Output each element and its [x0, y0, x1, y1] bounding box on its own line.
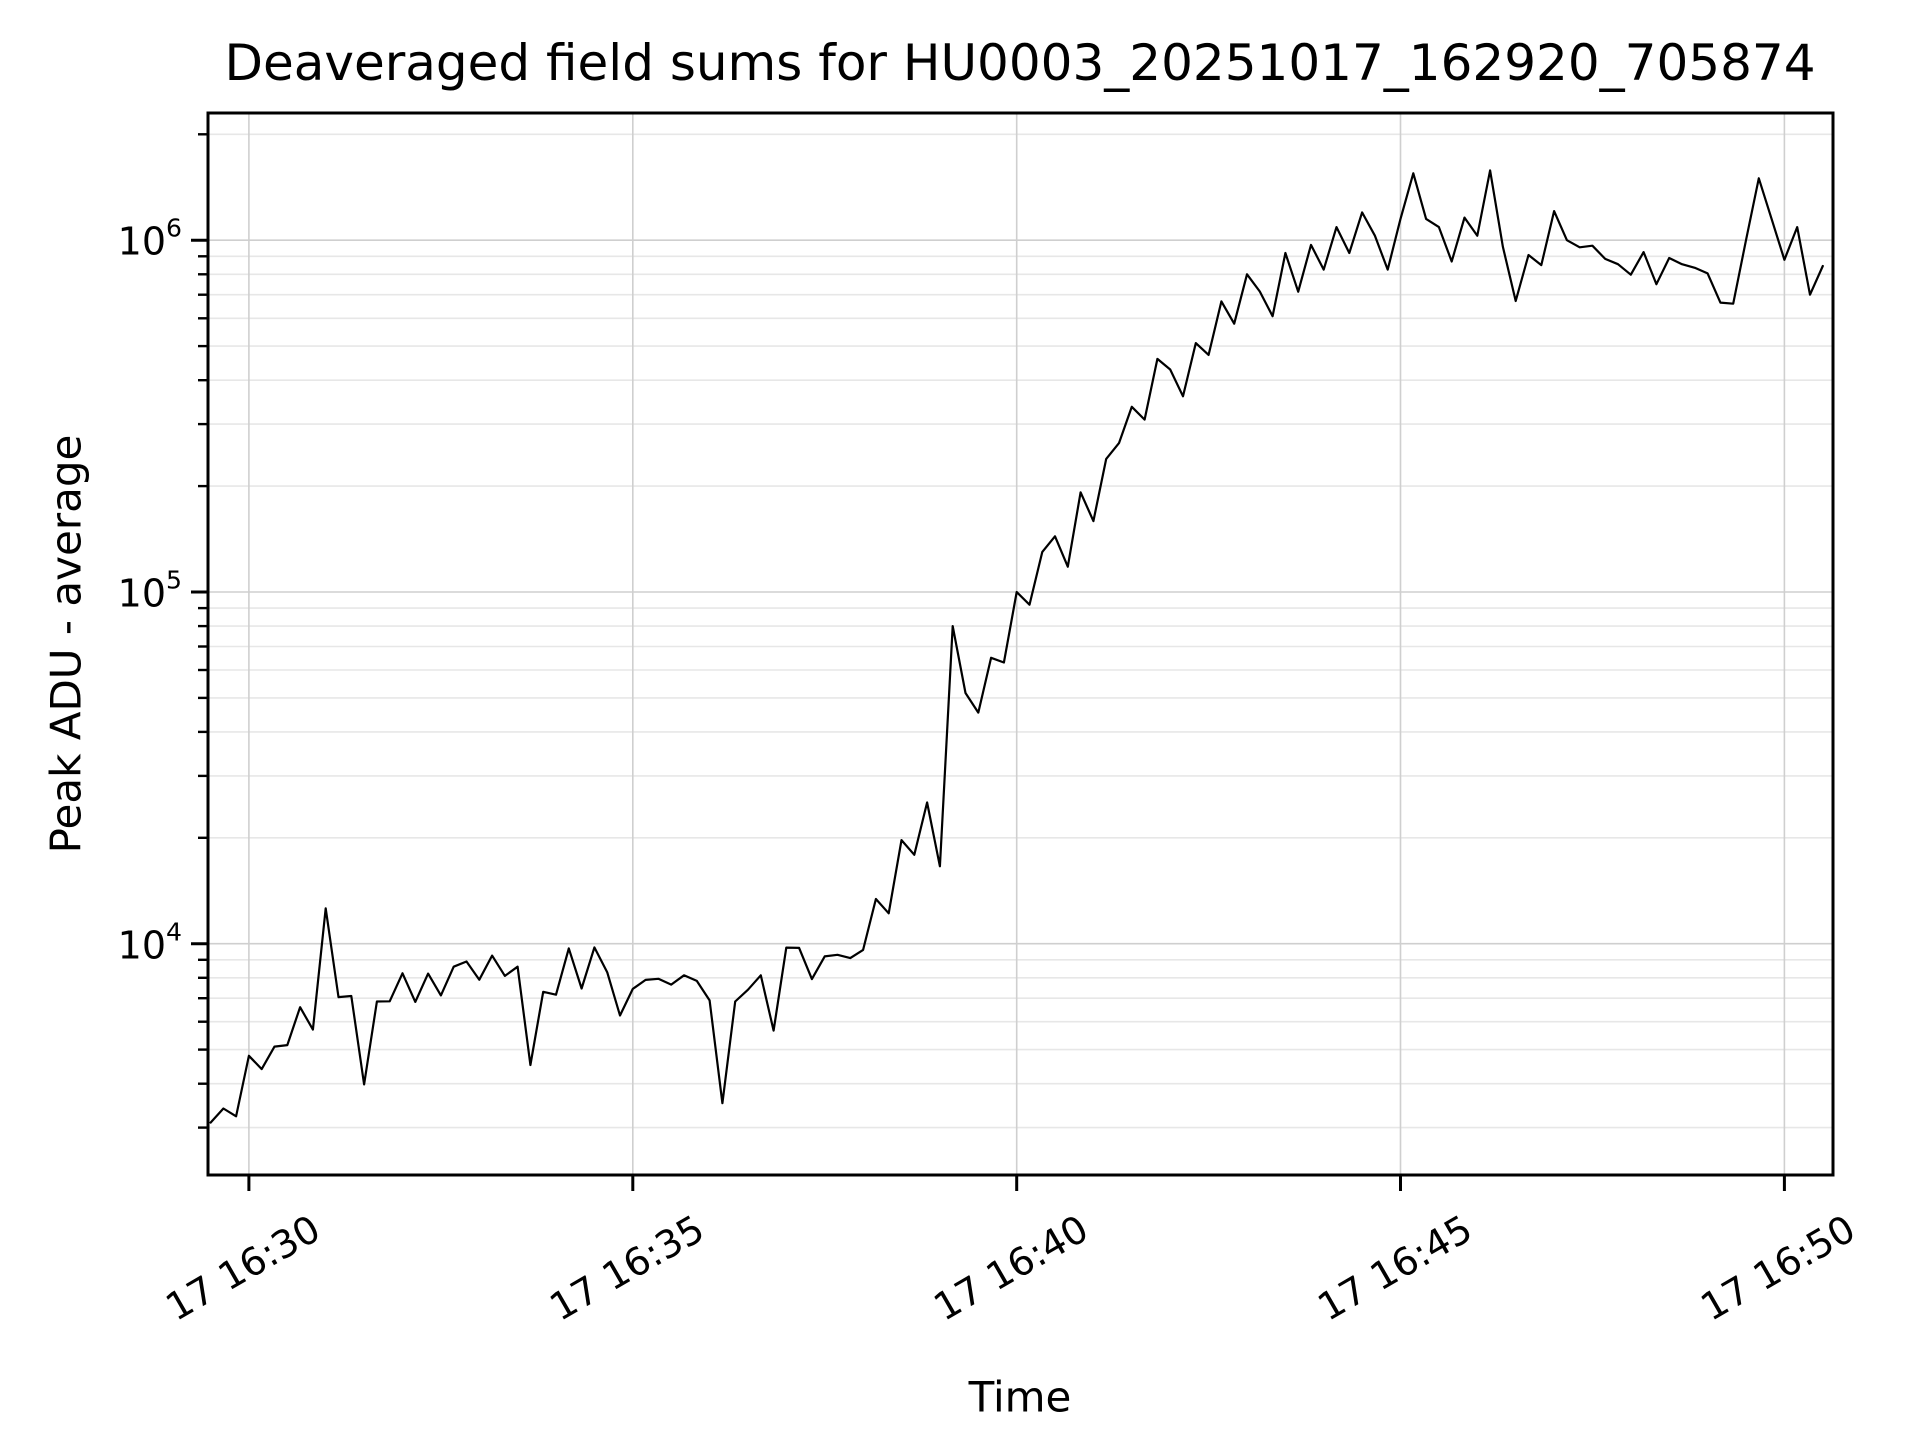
y-tick-label: 105 [117, 565, 182, 616]
x-axis-label: Time [968, 1372, 1072, 1422]
y-tick-label: 106 [117, 214, 182, 264]
grid-minor [208, 133, 1833, 1129]
axes [191, 111, 1835, 1191]
data-line [209, 169, 1824, 1124]
axes-frame [206, 111, 1835, 1177]
grid-major [208, 113, 1833, 1175]
chart-title: Deaveraged field sums for HU0003_2025101… [224, 34, 1816, 92]
y-axis-label: Peak ADU - average [41, 434, 91, 854]
data-series [209, 169, 1824, 1124]
y-tick-label: 104 [117, 917, 182, 968]
